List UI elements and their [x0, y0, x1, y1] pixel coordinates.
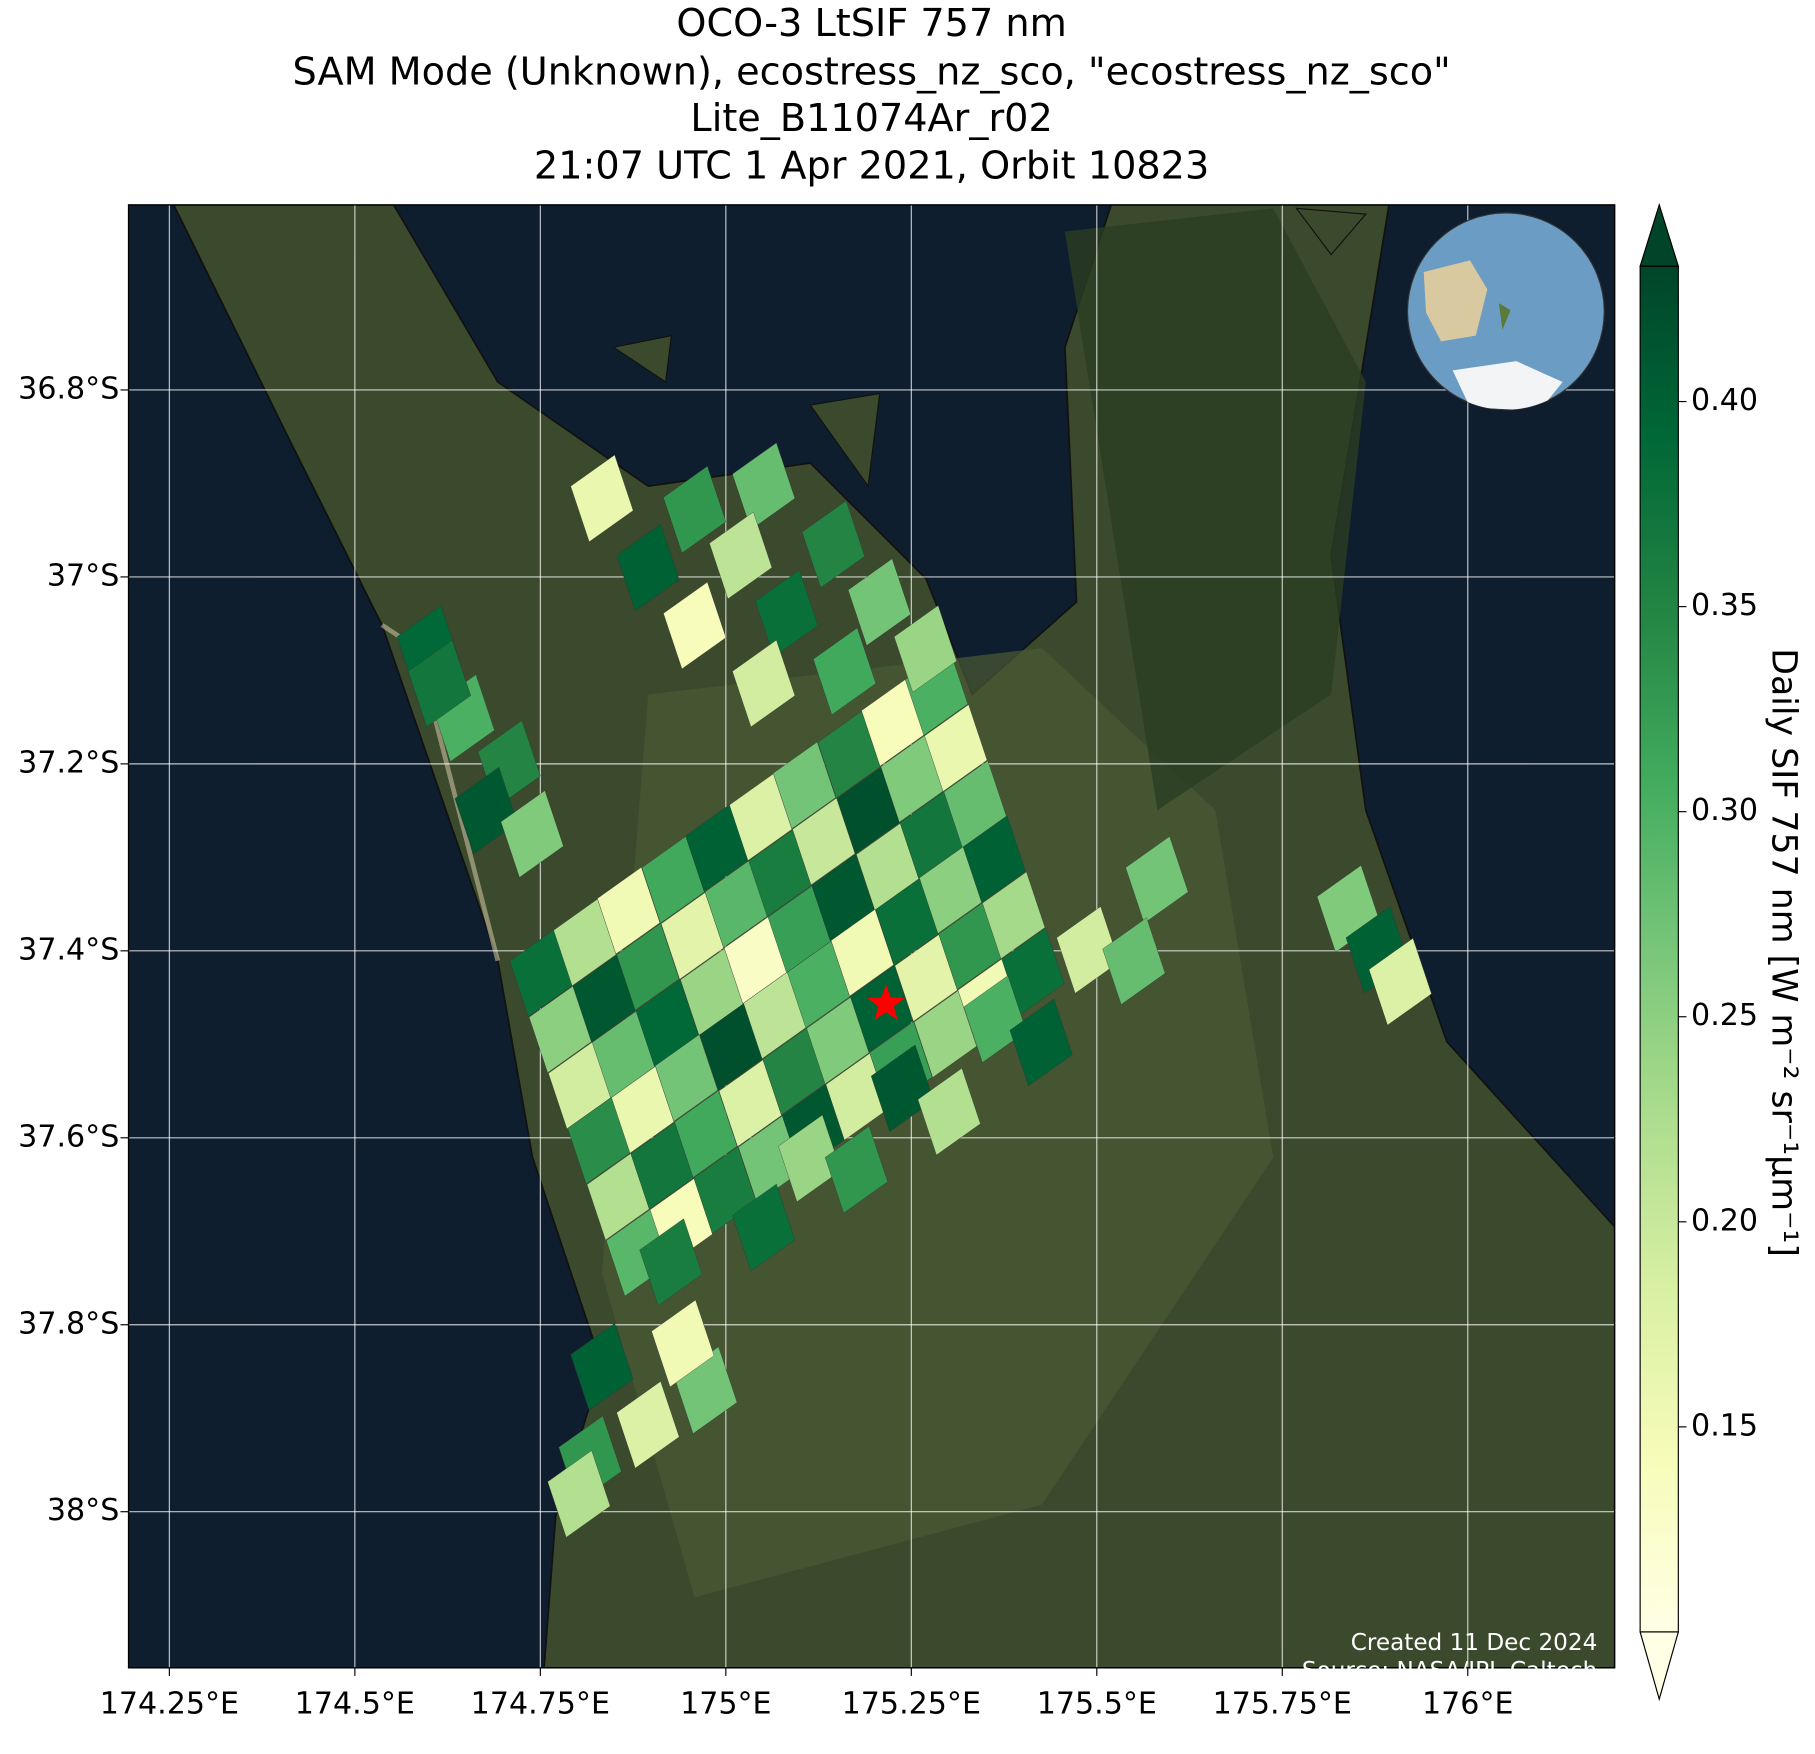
sif-cell: [913, 990, 977, 1078]
sif-cell: [674, 1090, 738, 1178]
map-frame: [127, 204, 1616, 1669]
sif-cell: [1368, 938, 1432, 1026]
sif-cell: [732, 639, 796, 728]
sif-cell: [924, 704, 988, 792]
sif-cell: [553, 898, 617, 987]
colorbar-label: Daily SIF 757 nm [W m⁻² sr⁻¹μm⁻¹]: [1764, 648, 1804, 1257]
title-line: SAM Mode (Unknown), ecostress_nz_sco, "e…: [293, 51, 1451, 95]
y-tick-label: 38°S: [47, 1493, 119, 1528]
sif-cell: [894, 934, 958, 1022]
sif-cell: [773, 741, 836, 830]
sif-cell: [806, 996, 870, 1085]
colorbar-tick-label: 0.25: [1691, 998, 1758, 1033]
x-tick-label: 175°E: [680, 1686, 771, 1721]
sif-cell: [572, 954, 636, 1043]
sif-cell: [729, 773, 793, 861]
sif-cell: [1125, 836, 1189, 924]
sif-cell: [651, 1299, 715, 1388]
x-tick-label: 174.5°E: [295, 1686, 415, 1721]
sif-cell: [570, 1323, 634, 1411]
y-tick-label: 37.8°S: [18, 1306, 119, 1341]
colorbar-extend: [1639, 202, 1680, 267]
sif-cell: [847, 558, 911, 646]
sif-cell: [917, 1067, 981, 1156]
y-tick-label: 37°S: [47, 558, 119, 593]
credit: Source: NASA/JPL-Caltech: [1302, 1658, 1597, 1684]
sif-cell: [718, 1059, 782, 1147]
colorbar-body: [1640, 266, 1679, 1632]
colorbar-tick-label: 0.15: [1691, 1408, 1758, 1443]
sif-cell: [755, 569, 819, 658]
sif-cell: [641, 836, 705, 924]
sif-cell: [407, 639, 471, 728]
colorbar-tick-label: 0.35: [1691, 588, 1758, 623]
x-tick-label: 174.75°E: [471, 1686, 610, 1721]
x-tick-label: 175.75°E: [1213, 1686, 1352, 1721]
y-tick-label: 37.2°S: [18, 745, 119, 780]
sif-cell: [830, 909, 894, 997]
inset-globe: [1406, 212, 1605, 411]
sif-cell: [630, 1122, 694, 1210]
x-tick-label: 174.25°E: [100, 1686, 239, 1721]
sif-cell: [500, 790, 564, 878]
title-line: OCO-3 LtSIF 757 nm: [676, 2, 1066, 46]
sif-cell: [982, 871, 1046, 959]
colorbar-frame: [1639, 265, 1679, 1633]
sif-cell: [1009, 998, 1073, 1087]
sif-cell: [639, 1218, 703, 1306]
colorbar: Daily SIF 757 nm [W m⁻² sr⁻¹μm⁻¹] 0.15 0.…: [1639, 202, 1804, 1702]
sif-cell: [732, 1183, 796, 1272]
sif-cell: [616, 523, 680, 612]
sif-cell: [732, 442, 796, 530]
sif-cell: [875, 878, 939, 966]
x-tick-label: 175.25°E: [842, 1686, 981, 1721]
x-tick-label: 175.5°E: [1037, 1686, 1157, 1721]
sif-cell: [663, 581, 727, 670]
sif-cell: [1102, 917, 1166, 1005]
sif-cell: [962, 815, 1026, 903]
sif-cell: [699, 1003, 763, 1091]
colorbar-tick-label: 0.20: [1691, 1203, 1758, 1238]
x-tick-label: 176°E: [1422, 1686, 1513, 1721]
sif-cell: [616, 923, 680, 1011]
sif-cell: [792, 797, 856, 886]
sif-cell: [611, 1066, 675, 1154]
sif-cell: [597, 866, 661, 955]
colorbar-extend: [1639, 1631, 1680, 1702]
sif-cell: [801, 500, 865, 588]
colorbar-tick-label: 0.30: [1691, 793, 1758, 828]
credit: Created 11 Dec 2024: [1351, 1630, 1598, 1656]
sif-cell: [817, 710, 881, 799]
sif-cell: [709, 511, 773, 600]
colorbar-tick-label: 0.40: [1691, 383, 1758, 418]
y-tick-label: 37.4°S: [18, 932, 119, 967]
sif-cell: [663, 465, 727, 554]
sif-cell: [893, 605, 957, 693]
sif-cell: [547, 1450, 611, 1538]
y-tick-label: 37.6°S: [18, 1119, 119, 1154]
title-line: Lite_B11074Ar_r02: [690, 97, 1052, 141]
sif-cell: [787, 940, 851, 1029]
y-tick-label: 36.8°S: [18, 371, 119, 406]
site-marker: [867, 984, 905, 1021]
sif-cell: [660, 892, 724, 980]
sif-cell: [748, 829, 812, 917]
sif-cell: [570, 454, 634, 543]
sif-cell: [824, 1125, 888, 1214]
sif-cell: [813, 627, 876, 716]
title-line: 21:07 UTC 1 Apr 2021, Orbit 10823: [534, 144, 1209, 188]
sif-cell: [836, 766, 900, 855]
sif-cell: [616, 1381, 680, 1469]
sif-cell: [655, 1034, 718, 1122]
